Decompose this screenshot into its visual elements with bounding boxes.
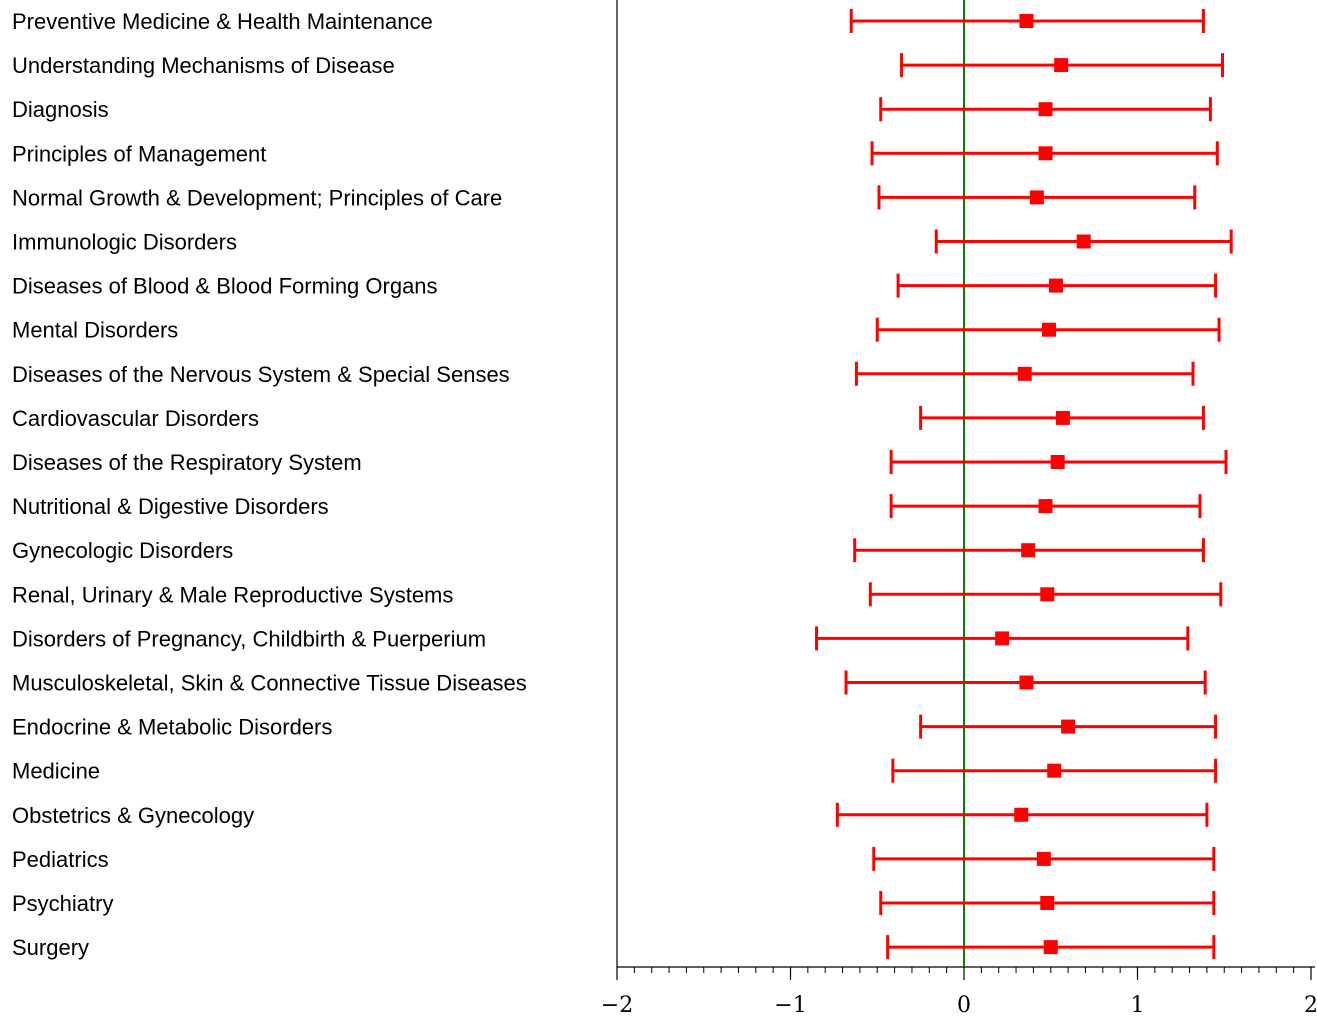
interval-row [934,229,1233,254]
point-estimate [1055,410,1070,425]
category-label: Renal, Urinary & Male Reproductive Syste… [12,582,453,607]
point-estimate [1050,455,1065,469]
point-estimate [1017,366,1032,381]
point-estimate [1061,719,1076,734]
point-estimate [1040,587,1055,602]
point-estimate [1076,234,1091,249]
category-label: Immunologic Disorders [12,230,237,255]
interval-row [853,538,1205,563]
category-label: Preventive Medicine & Health Maintenance [12,9,433,34]
interval-row [815,626,1190,651]
interval-row [835,802,1209,827]
category-label: Disorders of Pregnancy, Childbirth & Pue… [12,626,486,651]
category-label: Obstetrics & Gynecology [12,803,254,828]
x-tick-label: 1 [1131,993,1145,1016]
point-estimate [995,631,1010,646]
category-label: Pediatrics [12,847,109,872]
interval-row [886,935,1216,960]
interval-row [891,758,1218,783]
interval-row [896,273,1218,298]
interval-row [919,405,1205,430]
x-tick-label: 0 [957,993,971,1016]
category-label: Normal Growth & Development; Principles … [12,185,502,210]
point-estimate [1038,102,1053,117]
category-label: Nutritional & Digestive Disorders [12,494,329,519]
interval-row [875,317,1221,342]
category-label: Mental Disorders [12,318,178,343]
category-label: Diseases of Blood & Blood Forming Organs [12,274,438,299]
category-label: Understanding Mechanisms of Disease [12,53,395,78]
category-label: Psychiatry [12,891,113,916]
category-label: Gynecologic Disorders [12,538,233,563]
interval-row [844,670,1207,695]
point-estimate [1019,14,1034,28]
interval-row [879,97,1212,122]
point-estimate [1040,896,1055,910]
interval-row [870,141,1219,166]
category-label: Diagnosis [12,97,109,122]
point-estimate [1047,763,1062,778]
interval-marks [815,9,1233,960]
category-label: Cardiovascular Disorders [12,406,259,431]
category-label: Diseases of the Respiratory System [12,450,362,475]
point-estimate [1029,190,1044,205]
point-estimate [1054,58,1069,73]
point-estimate [1019,675,1034,690]
point-estimate [1036,851,1051,866]
interval-row [900,53,1225,78]
point-estimate [1042,322,1057,337]
category-label: Principles of Management [12,141,266,166]
interval-row [868,582,1223,607]
point-estimate [1021,543,1036,558]
point-estimate [1043,940,1058,955]
interval-row [849,9,1205,33]
category-label: Medicine [12,759,100,784]
interval-row [879,891,1216,915]
x-tick-label: −2 [601,993,633,1016]
interval-row [872,846,1216,871]
interval-row [877,185,1197,210]
point-estimate [1038,499,1053,514]
category-label: Surgery [12,935,89,960]
category-label: Musculoskeletal, Skin & Connective Tissu… [12,671,527,696]
category-labels: Preventive Medicine & Health Maintenance… [12,9,527,960]
x-tick-label: 2 [1304,993,1317,1016]
category-label: Diseases of the Nervous System & Special… [12,362,510,387]
axes: −2 −1 0 1 2 [601,0,1317,1016]
point-estimate [1048,278,1063,293]
x-tick-label: −1 [774,993,806,1016]
point-estimate [1038,146,1053,161]
interval-row [919,714,1218,739]
interval-row [889,494,1202,519]
category-label: Endocrine & Metabolic Disorders [12,715,332,740]
point-estimate [1014,807,1029,822]
interval-row [889,450,1228,474]
interval-row [854,361,1195,386]
